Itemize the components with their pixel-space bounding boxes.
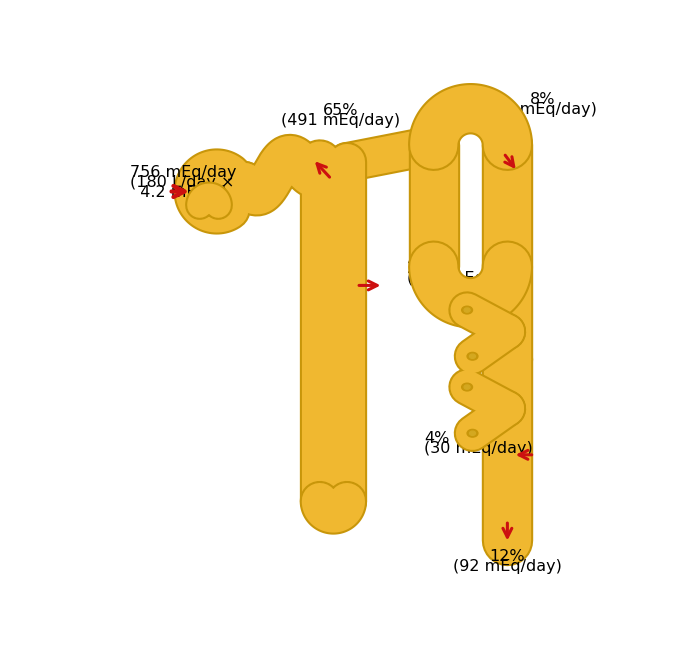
Text: 8%: 8% — [530, 92, 555, 107]
Ellipse shape — [464, 385, 470, 389]
Ellipse shape — [462, 306, 473, 314]
Text: (491 mEq/day): (491 mEq/day) — [282, 112, 401, 127]
Text: (60 mEq/day): (60 mEq/day) — [488, 102, 596, 117]
Text: (204 mEq/day): (204 mEq/day) — [407, 271, 526, 286]
Ellipse shape — [464, 308, 470, 312]
Ellipse shape — [467, 430, 478, 437]
Text: (92 mEq/day): (92 mEq/day) — [453, 559, 562, 574]
Ellipse shape — [467, 353, 478, 360]
Text: 27%: 27% — [407, 261, 442, 276]
Ellipse shape — [469, 431, 475, 435]
Text: (180 L/day ×: (180 L/day × — [130, 175, 235, 190]
Text: (30 mEq/day): (30 mEq/day) — [424, 441, 533, 455]
Ellipse shape — [469, 354, 475, 359]
Text: 756 mEq/day: 756 mEq/day — [130, 165, 237, 180]
Ellipse shape — [462, 383, 473, 391]
Text: 12%: 12% — [490, 548, 525, 564]
Text: 4.2 mEq/L): 4.2 mEq/L) — [130, 185, 227, 200]
Text: 65%: 65% — [323, 103, 358, 118]
Text: 4%: 4% — [424, 431, 450, 446]
